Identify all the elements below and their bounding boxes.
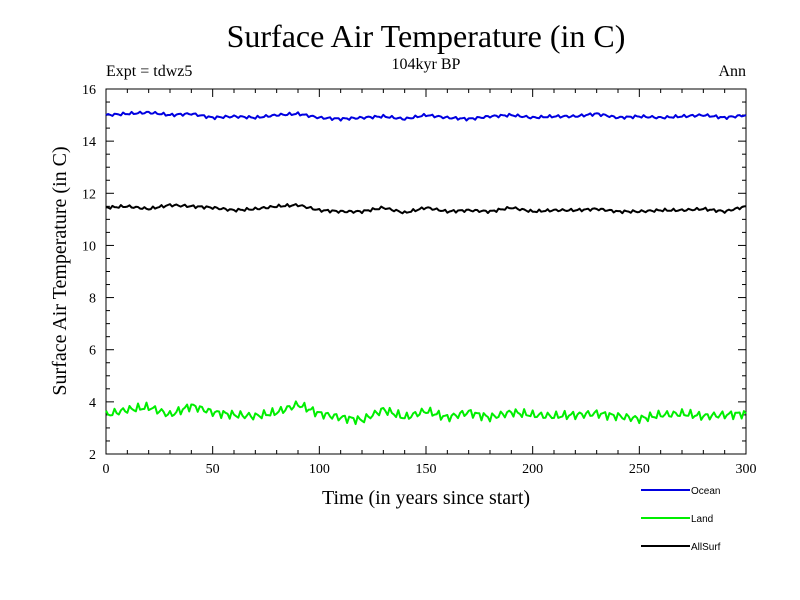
plot-area: 0 50 100 150 200 250 300 2 4 6 8 10 12 14 16	[82, 83, 757, 477]
x-axis-label: Time (in years since start)	[322, 487, 530, 509]
legend-label-allsurf: AllSurf	[691, 542, 721, 553]
chart-subtitle: 104kyr BP	[392, 56, 461, 73]
y-axis-ticks: 2 4 6 8 10 12 14 16	[82, 83, 746, 463]
x-axis-ticks: 0 50 100 150 200 250 300	[103, 89, 757, 477]
legend-label-land: Land	[691, 514, 713, 525]
y-tick-label: 4	[89, 396, 96, 411]
y-tick-label: 10	[82, 239, 96, 254]
series-line-ocean	[105, 110, 747, 122]
plot-frame	[105, 88, 747, 455]
y-axis-label: Surface Air Temperature (in C)	[49, 146, 71, 395]
season-note: Ann	[718, 63, 746, 80]
x-tick-label: 100	[309, 462, 330, 477]
x-tick-label: 50	[206, 462, 220, 477]
series-lines	[105, 110, 747, 426]
legend: Ocean Land AllSurf	[641, 486, 721, 553]
legend-label-ocean: Ocean	[691, 486, 720, 497]
chart-title: Surface Air Temperature (in C)	[227, 18, 626, 54]
y-tick-label: 14	[82, 135, 96, 150]
series-line-land	[105, 400, 747, 426]
y-tick-label: 8	[89, 292, 96, 307]
experiment-note: Expt = tdwz5	[106, 63, 192, 80]
x-tick-label: 150	[416, 462, 437, 477]
y-tick-label: 12	[82, 187, 96, 202]
x-tick-label: 0	[103, 462, 110, 477]
series-line-allsurf	[105, 203, 747, 215]
y-tick-label: 16	[82, 83, 96, 98]
y-tick-label: 6	[89, 344, 96, 359]
x-tick-label: 300	[736, 462, 757, 477]
x-tick-label: 250	[629, 462, 650, 477]
y-tick-label: 2	[89, 448, 96, 463]
x-tick-label: 200	[522, 462, 543, 477]
